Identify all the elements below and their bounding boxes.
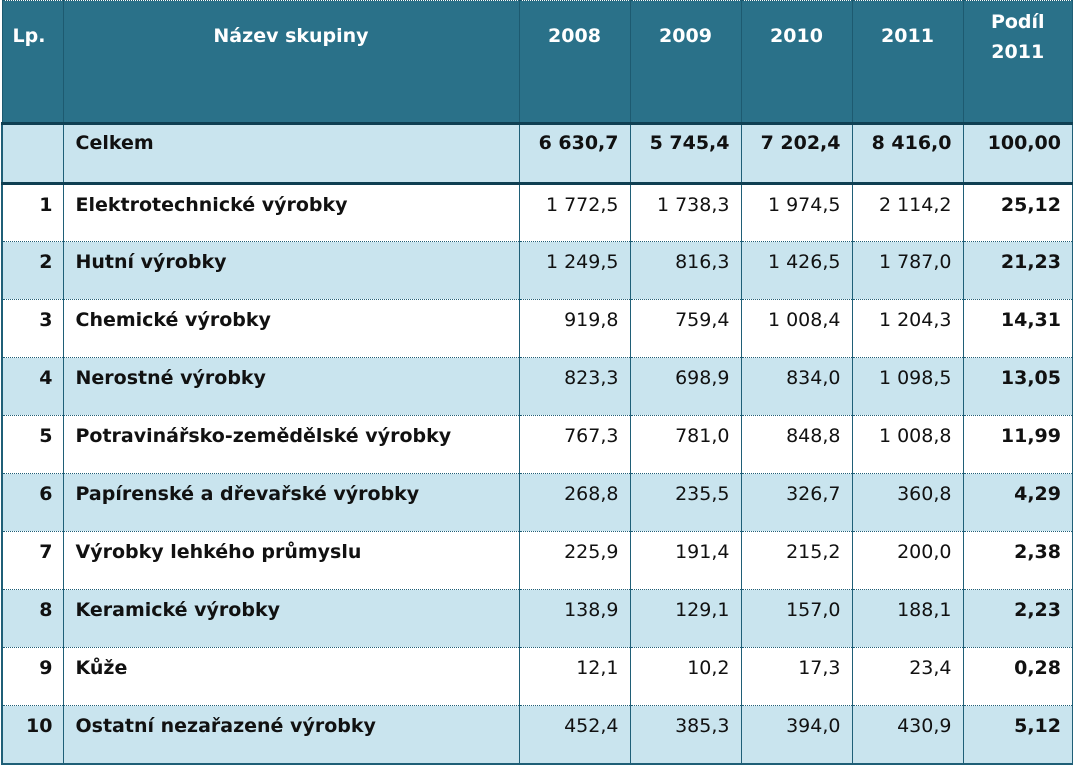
table-row: 9 Kůže 12,1 10,2 17,3 23,4 0,28	[1, 647, 1073, 706]
row-lp: 3	[1, 299, 64, 358]
total-value-2010: 7 202,4	[740, 123, 853, 185]
row-share: 21,23	[962, 241, 1073, 300]
row-share: 25,12	[962, 183, 1073, 242]
row-name: Chemické výrobky	[62, 299, 520, 358]
table-row: 8 Keramické výrobky 138,9 129,1 157,0 188,1 2,…	[1, 589, 1073, 648]
row-share: 2,38	[962, 531, 1073, 590]
row-value-2010: 1 974,5	[740, 183, 853, 242]
header-name: Název skupiny	[62, 0, 520, 125]
row-lp: 2	[1, 241, 64, 300]
row-value-2011: 188,1	[851, 589, 964, 648]
header-year-2009: 2009	[629, 0, 742, 125]
total-name: Celkem	[62, 123, 520, 185]
row-value-2008: 452,4	[518, 705, 631, 765]
row-value-2010: 834,0	[740, 357, 853, 416]
row-value-2011: 1 204,3	[851, 299, 964, 358]
row-share: 0,28	[962, 647, 1073, 706]
row-value-2010: 17,3	[740, 647, 853, 706]
table-row: 3 Chemické výrobky 919,8 759,4 1 008,4 1 204,…	[1, 299, 1073, 358]
row-value-2009: 759,4	[629, 299, 742, 358]
total-value-2011: 8 416,0	[851, 123, 964, 185]
table-row: 7 Výrobky lehkého průmyslu 225,9 191,4 215,2…	[1, 531, 1073, 590]
row-value-2008: 823,3	[518, 357, 631, 416]
row-value-2011: 2 114,2	[851, 183, 964, 242]
row-value-2008: 225,9	[518, 531, 631, 590]
row-share: 5,12	[962, 705, 1073, 765]
header-share: Podíl 2011	[962, 0, 1073, 125]
table-row: 2 Hutní výrobky 1 249,5 816,3 1 426,5 1 787,0…	[1, 241, 1073, 300]
row-name: Keramické výrobky	[62, 589, 520, 648]
row-value-2009: 1 738,3	[629, 183, 742, 242]
total-value-2009: 5 745,4	[629, 123, 742, 185]
row-value-2009: 698,9	[629, 357, 742, 416]
row-name: Hutní výrobky	[62, 241, 520, 300]
row-lp: 10	[1, 705, 64, 765]
row-value-2009: 235,5	[629, 473, 742, 532]
row-lp: 6	[1, 473, 64, 532]
row-value-2010: 1 008,4	[740, 299, 853, 358]
total-value-2008: 6 630,7	[518, 123, 631, 185]
row-share: 2,23	[962, 589, 1073, 648]
row-name: Výrobky lehkého průmyslu	[62, 531, 520, 590]
row-value-2008: 12,1	[518, 647, 631, 706]
header-year-2008: 2008	[518, 0, 631, 125]
row-value-2011: 360,8	[851, 473, 964, 532]
row-lp: 8	[1, 589, 64, 648]
row-value-2009: 10,2	[629, 647, 742, 706]
row-value-2009: 385,3	[629, 705, 742, 765]
total-share: 100,00	[962, 123, 1073, 185]
row-value-2009: 816,3	[629, 241, 742, 300]
header-year-2010: 2010	[740, 0, 853, 125]
row-value-2008: 1 772,5	[518, 183, 631, 242]
row-value-2009: 129,1	[629, 589, 742, 648]
row-lp: 7	[1, 531, 64, 590]
row-value-2011: 200,0	[851, 531, 964, 590]
table-row: 10 Ostatní nezařazené výrobky 452,4 385,3 39…	[1, 705, 1073, 765]
row-value-2011: 1 008,8	[851, 415, 964, 474]
row-name: Potravinářsko-zemědělské výrobky	[62, 415, 520, 474]
row-share: 4,29	[962, 473, 1073, 532]
row-value-2010: 215,2	[740, 531, 853, 590]
row-value-2008: 268,8	[518, 473, 631, 532]
header-share-line1: Podíl	[990, 11, 1045, 33]
table-row: 4 Nerostné výrobky 823,3 698,9 834,0 1 098,5 1…	[1, 357, 1073, 416]
header-year-2011: 2011	[851, 0, 964, 125]
row-name: Ostatní nezařazené výrobky	[62, 705, 520, 765]
row-value-2010: 394,0	[740, 705, 853, 765]
row-value-2011: 1 098,5	[851, 357, 964, 416]
row-value-2011: 23,4	[851, 647, 964, 706]
row-name: Nerostné výrobky	[62, 357, 520, 416]
row-share: 13,05	[962, 357, 1073, 416]
total-row: Celkem 6 630,7 5 745,4 7 202,4 8 416,0 1…	[1, 123, 1073, 185]
row-value-2010: 157,0	[740, 589, 853, 648]
row-value-2008: 138,9	[518, 589, 631, 648]
row-lp: 1	[1, 183, 64, 242]
row-value-2008: 767,3	[518, 415, 631, 474]
row-value-2011: 430,9	[851, 705, 964, 765]
row-name: Elektrotechnické výrobky	[62, 183, 520, 242]
row-name: Papírenské a dřevařské výrobky	[62, 473, 520, 532]
row-share: 14,31	[962, 299, 1073, 358]
table-row: 1 Elektrotechnické výrobky 1 772,5 1 738,3 1…	[1, 183, 1073, 242]
row-lp: 5	[1, 415, 64, 474]
row-value-2010: 326,7	[740, 473, 853, 532]
row-value-2010: 848,8	[740, 415, 853, 474]
row-value-2008: 919,8	[518, 299, 631, 358]
table-row: 6 Papírenské a dřevařské výrobky 268,8 235,…	[1, 473, 1073, 532]
table-row: 5 Potravinářsko-zemědělské výrobky 767,3 78…	[1, 415, 1073, 474]
header-share-line2: 2011	[991, 41, 1045, 63]
row-value-2010: 1 426,5	[740, 241, 853, 300]
total-lp	[1, 123, 64, 185]
row-lp: 9	[1, 647, 64, 706]
row-share: 11,99	[962, 415, 1073, 474]
row-name: Kůže	[62, 647, 520, 706]
row-value-2009: 781,0	[629, 415, 742, 474]
row-value-2008: 1 249,5	[518, 241, 631, 300]
header-row: Lp. Název skupiny 2008 2009 2010 2011 Po…	[1, 0, 1073, 125]
row-lp: 4	[1, 357, 64, 416]
row-value-2009: 191,4	[629, 531, 742, 590]
header-lp: Lp.	[1, 0, 64, 125]
row-value-2011: 1 787,0	[851, 241, 964, 300]
